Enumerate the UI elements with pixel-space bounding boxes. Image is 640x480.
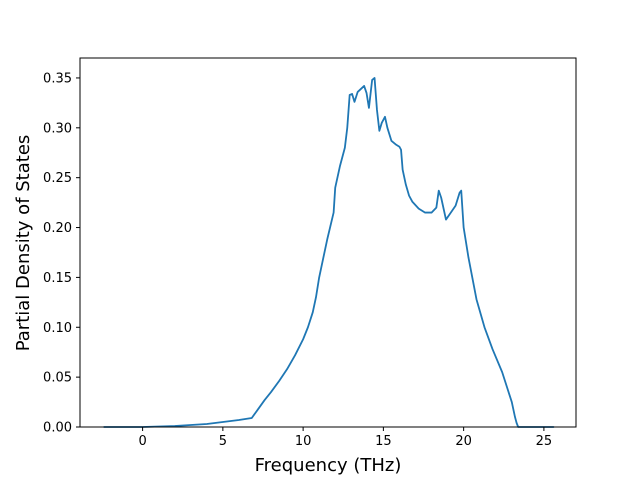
x-tick-label: 0: [138, 434, 146, 449]
x-axis-title: Frequency (THz): [255, 455, 402, 476]
x-tick-label: 5: [219, 434, 227, 449]
x-tick-label: 25: [536, 434, 553, 449]
y-tick-label: 0.25: [43, 171, 72, 186]
plot-background: [80, 58, 576, 427]
y-tick-label: 0.10: [43, 321, 72, 336]
series-layer: [103, 77, 555, 428]
y-tick-label: 0.30: [43, 121, 72, 136]
y-axis-title: Partial Density of States: [13, 135, 34, 352]
x-tick-label: 10: [295, 434, 312, 449]
plot-area: [80, 58, 576, 427]
x-axis: 0 5 10 15 20 25: [138, 427, 552, 449]
y-tick-label: 0.35: [43, 71, 72, 86]
y-tick-label: 0.15: [43, 271, 72, 286]
x-tick-label: 15: [375, 434, 392, 449]
plot-frame: [79, 57, 577, 428]
series-line-0: [103, 77, 555, 428]
x-tick-label: 20: [455, 434, 472, 449]
y-tick-label: 0.20: [43, 221, 72, 236]
y-tick-label: 0.00: [43, 421, 72, 436]
y-axis: 0.00 0.05 0.10 0.15 0.20 0.25 0.30 0.35: [43, 71, 80, 436]
y-tick-label: 0.05: [43, 371, 72, 386]
